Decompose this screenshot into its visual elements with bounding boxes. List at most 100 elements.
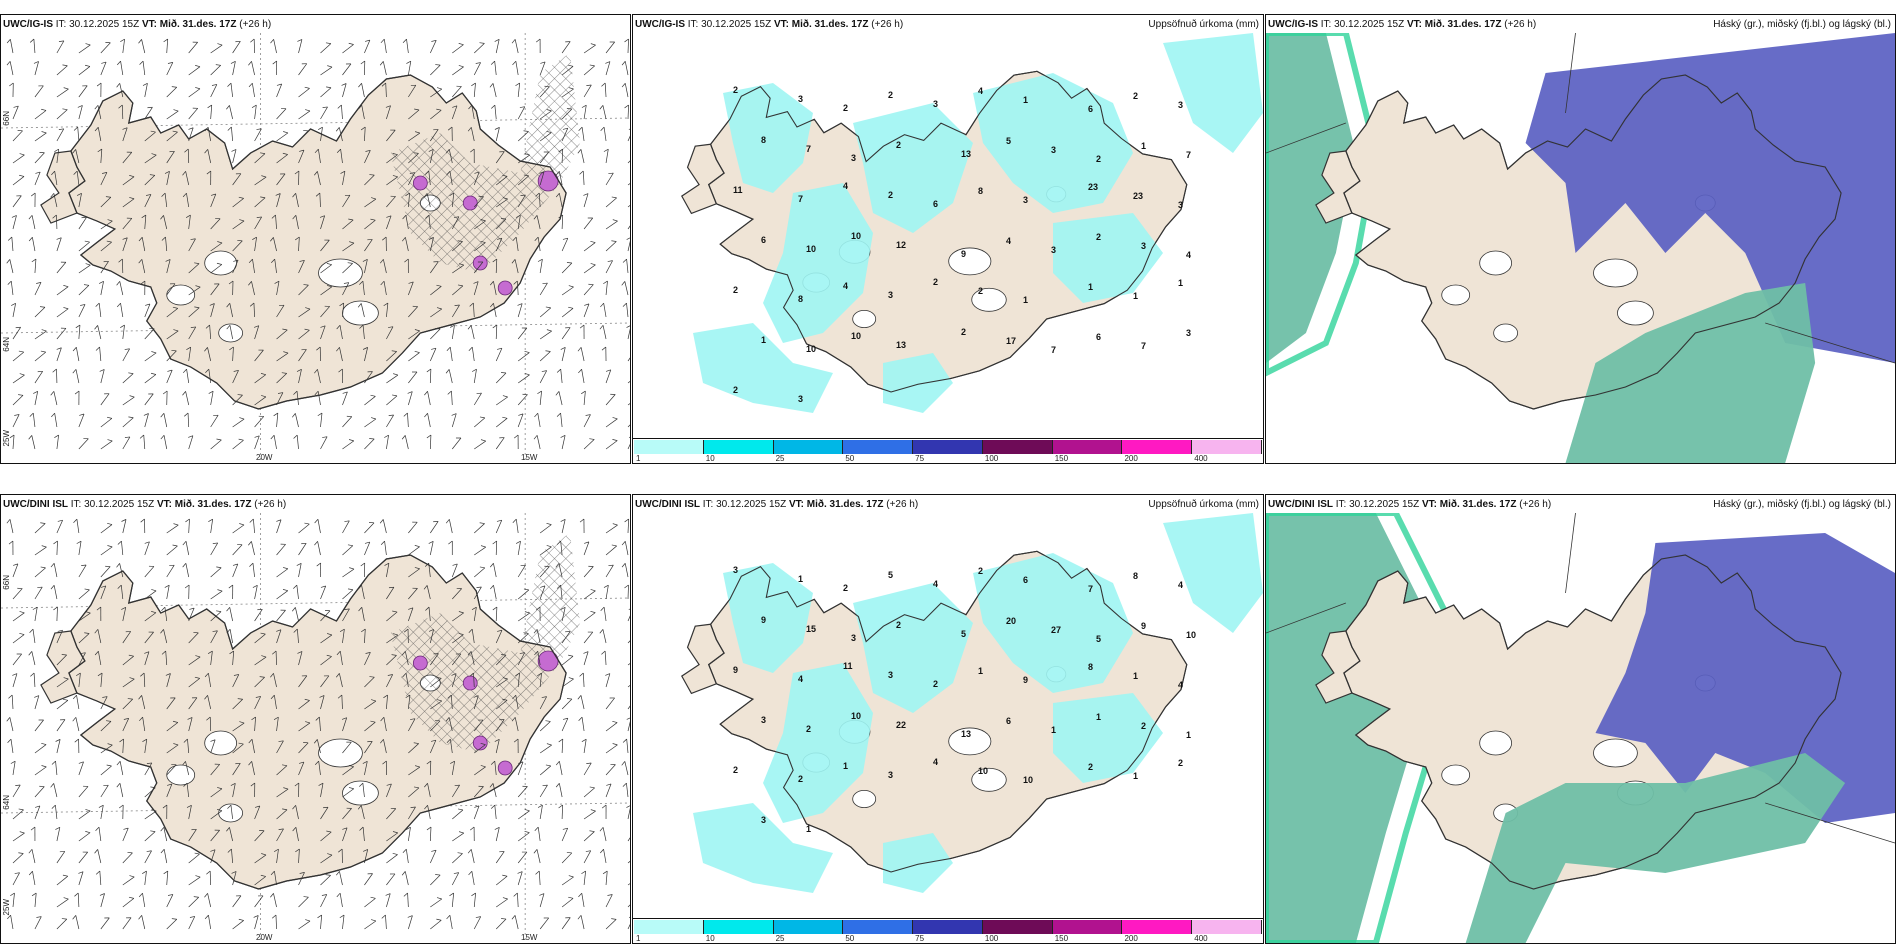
- wind-barb: [342, 608, 350, 622]
- wind-barb: [12, 872, 20, 886]
- wind-barb-feather: [327, 853, 333, 856]
- wind-barb: [12, 105, 19, 120]
- wind-barb-feather: [237, 394, 243, 396]
- wind-barb-feather: [6, 717, 11, 722]
- wind-barb: [561, 88, 574, 98]
- wind-barb: [31, 849, 36, 864]
- wind-barb-feather: [72, 915, 77, 920]
- wind-barb: [298, 284, 309, 296]
- wind-barb-feather: [539, 171, 545, 174]
- wind-barb-feather: [11, 302, 16, 306]
- lon-label-20: 20W: [256, 453, 273, 462]
- wind-barb-feather: [182, 192, 187, 198]
- wind-barb-feather: [9, 434, 15, 439]
- wind-barb: [100, 42, 111, 54]
- wind-barb-feather: [325, 42, 331, 44]
- wind-barb-feather: [490, 60, 495, 65]
- wind-barb: [188, 307, 200, 318]
- precip-colorbar: 1 10 25 50 75 100 150 200 400: [633, 918, 1263, 943]
- wind-barb: [144, 303, 151, 318]
- wind-barb: [493, 563, 497, 578]
- wind-barb: [188, 896, 199, 908]
- wind-barb: [56, 65, 68, 76]
- wind-barb-feather: [524, 373, 530, 376]
- glacier-patch: [166, 764, 196, 786]
- wind-barb: [581, 127, 585, 142]
- wind-barb: [517, 832, 530, 842]
- wind-barb: [471, 871, 475, 886]
- wind-barb-feather: [469, 826, 475, 831]
- wind-barb: [254, 325, 260, 340]
- wind-barb-feather: [357, 303, 362, 308]
- wind-barb-feather: [293, 390, 298, 395]
- wind-barb: [602, 629, 607, 644]
- wind-barb-feather: [182, 391, 186, 396]
- wind-barb: [627, 403, 630, 406]
- wind-barb: [207, 695, 212, 710]
- wind-barb-feather: [546, 523, 552, 525]
- wind-barb: [583, 242, 596, 252]
- wind-barb-feather: [182, 541, 187, 546]
- wind-barb-feather: [40, 350, 46, 353]
- wind-barb-feather: [122, 127, 128, 130]
- wind-barb-feather: [523, 632, 529, 634]
- wind-barb-feather: [161, 606, 166, 611]
- init-time: 30.12.2025 15Z: [716, 499, 787, 510]
- wind-barb: [583, 303, 590, 318]
- wind-barb: [495, 258, 498, 274]
- wind-barb-feather: [391, 654, 397, 656]
- wind-barb: [76, 519, 80, 534]
- wind-barb: [580, 695, 585, 710]
- wind-barb-feather: [249, 562, 254, 567]
- wind-barb: [208, 369, 212, 384]
- wind-barb-feather: [204, 149, 209, 154]
- wind-barb: [100, 281, 104, 296]
- wind-barb: [100, 172, 108, 186]
- wind-barb-feather: [182, 368, 187, 374]
- wind-barb: [539, 259, 543, 274]
- wind-barb: [320, 783, 324, 798]
- wind-barb-feather: [273, 716, 279, 720]
- wind-barb: [364, 239, 373, 252]
- wind-barb-feather: [405, 694, 411, 699]
- wind-barb-feather: [451, 673, 457, 676]
- wind-barb-feather: [144, 651, 150, 654]
- wind-barb-feather: [254, 805, 260, 808]
- wind-barb-feather: [271, 258, 275, 263]
- wind-barb-feather: [358, 83, 362, 88]
- wind-barb: [408, 193, 410, 208]
- wind-barb-feather: [187, 717, 193, 720]
- wind-barb: [583, 787, 595, 798]
- wind-barb-feather: [13, 563, 18, 566]
- wind-barb-feather: [97, 672, 103, 677]
- wind-barb-feather: [270, 673, 274, 678]
- wind-barb-feather: [248, 541, 252, 546]
- wind-barb: [386, 783, 392, 798]
- wind-barb: [561, 898, 574, 908]
- wind-barb: [627, 721, 630, 732]
- lon-label-25: 25W: [2, 430, 11, 447]
- wind-barb-feather: [297, 651, 303, 654]
- wind-barb-feather: [384, 434, 389, 438]
- wind-barb: [32, 237, 36, 252]
- wind-barb-feather: [492, 540, 497, 545]
- panel-precip-row1: UWC/IG-IS IT: 30.12.2025 15Z VT: Mið. 31…: [632, 14, 1264, 464]
- wind-barb-feather: [492, 606, 498, 611]
- wind-barb: [495, 719, 505, 732]
- wind-barb: [276, 132, 289, 142]
- wind-barb-feather: [128, 372, 134, 374]
- wind-barb-feather: [18, 808, 24, 811]
- wind-barb: [12, 195, 22, 208]
- wind-barb-feather: [194, 852, 200, 855]
- wind-barb: [473, 392, 482, 406]
- wind-barb: [560, 413, 563, 428]
- wind-barb: [298, 237, 300, 252]
- wind-barb-feather: [436, 108, 442, 111]
- wind-barb: [187, 412, 190, 428]
- wind-barb-feather: [83, 284, 89, 286]
- wind-barb: [492, 83, 497, 98]
- wind-barb-feather: [182, 563, 187, 568]
- wind-barb: [605, 220, 618, 230]
- wind-barb: [494, 105, 497, 120]
- precip-value: 1: [761, 335, 766, 345]
